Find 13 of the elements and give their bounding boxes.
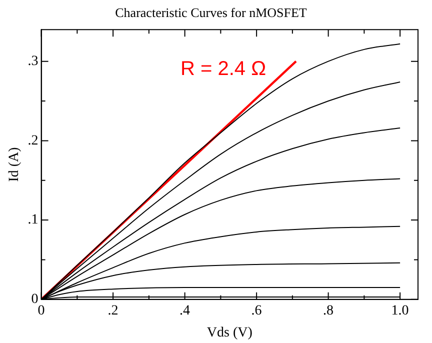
y-axis-title: Id (A) bbox=[7, 146, 22, 182]
x-tick-label: .4 bbox=[180, 303, 190, 318]
x-tick-label: .2 bbox=[108, 303, 118, 318]
x-tick-label: .8 bbox=[323, 303, 334, 318]
x-axis-title: Vds (V) bbox=[206, 325, 253, 340]
y-tick-label: 0 bbox=[31, 292, 38, 308]
y-tick-label: .3 bbox=[28, 54, 38, 70]
y-tick-label: .1 bbox=[28, 212, 38, 228]
x-tick-label: 1.0 bbox=[391, 303, 409, 318]
x-tick-label: .6 bbox=[251, 303, 262, 318]
y-tick-label: .2 bbox=[28, 133, 38, 148]
chart-title: Characteristic Curves for nMOSFET bbox=[115, 5, 307, 20]
series-label: R = 2.4 Ω bbox=[180, 58, 266, 80]
